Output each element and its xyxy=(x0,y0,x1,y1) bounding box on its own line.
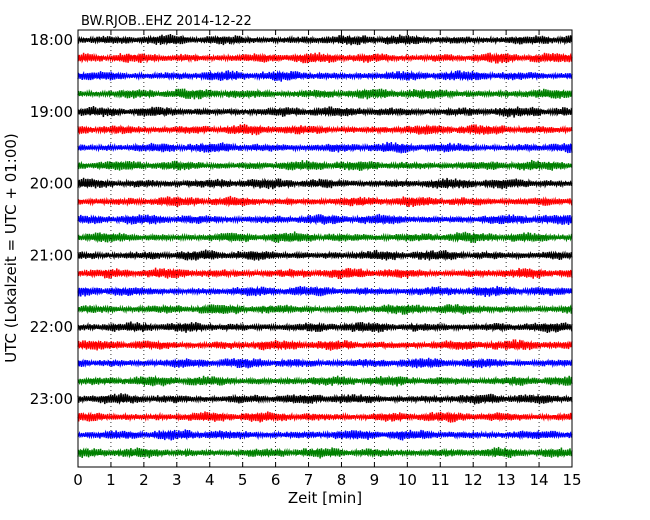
trace-line xyxy=(77,303,573,315)
trace-line xyxy=(77,141,573,154)
y-tick-label: 20:00 xyxy=(30,175,73,193)
x-tick-label: 0 xyxy=(73,471,83,489)
y-tick-label: 19:00 xyxy=(30,103,73,121)
y-axis-label: UTC (Lokalzeit = UTC + 01:00) xyxy=(2,133,20,363)
trace-line xyxy=(77,411,573,423)
trace-line xyxy=(77,69,573,82)
x-tick-label: 15 xyxy=(562,471,581,489)
trace-line xyxy=(77,34,573,46)
x-tick-label: 13 xyxy=(497,471,516,489)
x-tick-label: 3 xyxy=(172,471,182,489)
traces-group xyxy=(77,34,573,459)
trace-line xyxy=(77,123,573,136)
trace-line xyxy=(77,88,573,100)
x-tick-label: 4 xyxy=(205,471,215,489)
trace-line xyxy=(77,106,573,118)
trace-line xyxy=(77,195,573,208)
x-tick-label: 7 xyxy=(304,471,314,489)
trace-line xyxy=(77,374,573,388)
y-tick-label: 22:00 xyxy=(30,318,73,336)
trace-line xyxy=(77,177,573,190)
y-tick-label: 23:00 xyxy=(30,390,73,408)
x-tick-label: 14 xyxy=(530,471,549,489)
trace-line xyxy=(77,321,573,333)
x-tick-label: 10 xyxy=(398,471,417,489)
x-tick-label: 8 xyxy=(337,471,347,489)
trace-line xyxy=(77,446,573,459)
chart-title: BW.RJOB..EHZ 2014-12-22 xyxy=(81,14,252,29)
grid-group xyxy=(110,30,540,467)
x-tick-label: 5 xyxy=(238,471,248,489)
trace-line xyxy=(77,213,573,226)
trace-line xyxy=(77,357,573,369)
ticks-group: 0 1 2 3 4 5 6 7 8 9 10 11 12 13 14 1518:0019:0020:0021:… xyxy=(30,30,582,489)
x-tick-label: 2 xyxy=(139,471,149,489)
x-tick-label: 1 xyxy=(106,471,116,489)
trace-line xyxy=(77,52,573,64)
plot-frame xyxy=(77,29,573,468)
trace-line xyxy=(77,231,573,244)
y-tick-label: 21:00 xyxy=(30,246,73,264)
trace-line xyxy=(77,249,573,262)
x-tick-label: 12 xyxy=(464,471,483,489)
x-tick-label: 6 xyxy=(271,471,281,489)
trace-line xyxy=(77,339,573,351)
trace-line xyxy=(77,267,573,280)
y-tick-label: 18:00 xyxy=(30,31,73,49)
x-axis-label: Zeit [min] xyxy=(288,489,362,507)
x-tick-label: 11 xyxy=(431,471,450,489)
trace-line xyxy=(77,285,573,297)
trace-line xyxy=(77,159,573,171)
trace-line xyxy=(77,429,573,441)
trace-line xyxy=(77,393,573,405)
x-tick-label: 9 xyxy=(370,471,380,489)
